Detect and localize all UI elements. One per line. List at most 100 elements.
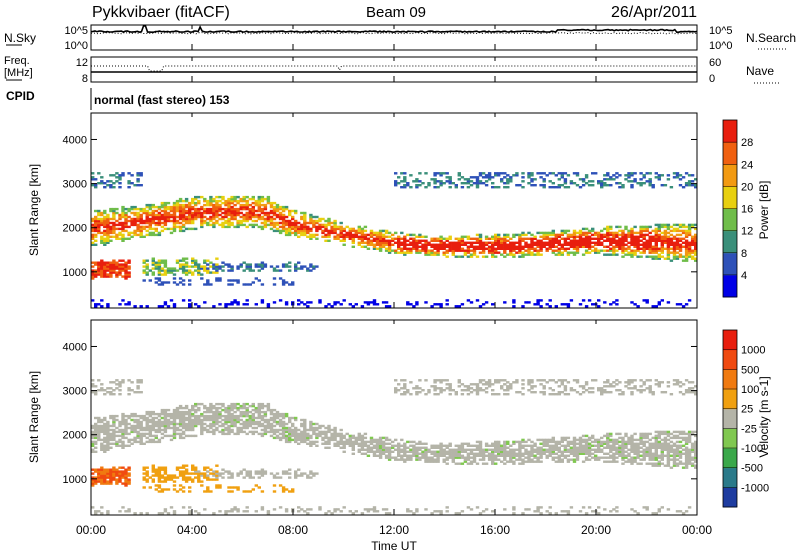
power-cell bbox=[509, 237, 513, 240]
power-cell bbox=[227, 279, 231, 282]
power-cell bbox=[178, 217, 183, 221]
power-cell bbox=[694, 223, 698, 227]
velocity-cell bbox=[369, 436, 374, 440]
velocity-cell bbox=[530, 379, 534, 382]
velocity-cell bbox=[569, 452, 574, 455]
power-cell bbox=[251, 215, 255, 219]
power-cell bbox=[427, 241, 431, 244]
power-cell bbox=[309, 213, 313, 217]
velocity-cell bbox=[172, 430, 177, 434]
power-cell bbox=[515, 172, 519, 175]
velocity-cell bbox=[106, 428, 110, 432]
velocity-cell bbox=[418, 452, 422, 455]
velocity-cell bbox=[215, 478, 219, 481]
power-cell bbox=[242, 215, 246, 219]
velocity-cell bbox=[175, 416, 180, 420]
power-cell bbox=[548, 172, 552, 175]
velocity-cell bbox=[236, 402, 240, 406]
velocity-cell bbox=[157, 426, 162, 430]
power-cell bbox=[178, 211, 183, 215]
power-cell bbox=[251, 197, 255, 201]
power-cell bbox=[418, 249, 422, 252]
power-cell bbox=[463, 251, 468, 254]
power-cell bbox=[645, 233, 649, 237]
power-cell bbox=[188, 207, 192, 211]
power-cell bbox=[124, 217, 128, 221]
power-cell bbox=[694, 245, 698, 248]
power-cell bbox=[212, 305, 216, 308]
velocity-cell bbox=[242, 410, 246, 414]
power-cell bbox=[181, 267, 186, 270]
power-cell bbox=[633, 225, 637, 229]
velocity-cell bbox=[130, 412, 134, 416]
power-cell bbox=[300, 215, 304, 219]
power-cell bbox=[533, 253, 537, 256]
velocity-cell bbox=[330, 428, 334, 432]
velocity-cell bbox=[203, 406, 207, 410]
power-cell bbox=[418, 239, 422, 242]
velocity-cell bbox=[472, 383, 477, 386]
power-cell bbox=[191, 215, 195, 219]
power-cell bbox=[478, 245, 483, 248]
power-cell bbox=[200, 221, 204, 225]
velocity-cell bbox=[478, 444, 483, 447]
power-cell bbox=[612, 245, 616, 248]
velocity-cell bbox=[109, 428, 113, 432]
power-cell bbox=[524, 241, 528, 244]
velocity-cell bbox=[506, 381, 510, 384]
power-cell bbox=[324, 229, 328, 233]
velocity-cell bbox=[106, 512, 110, 515]
power-cell bbox=[127, 267, 131, 270]
velocity-cell bbox=[203, 490, 207, 493]
power-cell bbox=[94, 178, 98, 181]
power-cell bbox=[484, 235, 489, 238]
power-cell bbox=[557, 172, 561, 175]
velocity-cell bbox=[136, 379, 140, 382]
velocity-cell bbox=[500, 446, 504, 449]
power-cell bbox=[188, 213, 192, 217]
power-cell bbox=[618, 247, 622, 250]
power-cell bbox=[115, 275, 119, 278]
power-cell bbox=[284, 233, 289, 237]
power-cell bbox=[530, 251, 534, 254]
power-cell bbox=[403, 251, 407, 254]
velocity-cell bbox=[354, 438, 358, 442]
power-cell bbox=[260, 207, 265, 211]
power-cell bbox=[536, 241, 540, 244]
velocity-cell bbox=[300, 440, 304, 444]
power-cell bbox=[215, 271, 219, 274]
velocity-cell bbox=[445, 450, 449, 453]
power-cell bbox=[690, 237, 695, 240]
velocity-cell bbox=[397, 458, 401, 461]
power-cell bbox=[166, 227, 171, 231]
velocity-cell bbox=[239, 472, 243, 475]
power-cell bbox=[300, 227, 304, 231]
power-cell bbox=[175, 283, 180, 286]
power-cell bbox=[648, 180, 652, 183]
power-cell bbox=[597, 231, 601, 235]
power-cell bbox=[197, 263, 201, 266]
velocity-cell bbox=[542, 385, 546, 388]
power-cell bbox=[415, 301, 419, 304]
velocity-cell bbox=[333, 442, 337, 445]
velocity-cell bbox=[560, 381, 564, 384]
velocity-cell bbox=[387, 512, 392, 515]
velocity-cell bbox=[403, 450, 407, 453]
power-cell bbox=[272, 229, 277, 233]
power-cell bbox=[536, 299, 540, 302]
velocity-cell bbox=[163, 416, 168, 420]
power-cell bbox=[339, 235, 343, 238]
velocity-cell bbox=[324, 440, 328, 444]
velocity-cell bbox=[560, 379, 564, 382]
power-cell bbox=[636, 231, 640, 235]
power-cell bbox=[348, 229, 352, 233]
power-cell bbox=[372, 299, 377, 302]
velocity-cell bbox=[197, 478, 201, 481]
velocity-cell bbox=[160, 476, 165, 479]
power-cell bbox=[218, 213, 222, 217]
power-cell bbox=[387, 243, 392, 246]
power-cell bbox=[254, 215, 258, 219]
velocity-cell bbox=[375, 448, 380, 451]
velocity-cell bbox=[469, 448, 474, 451]
power-cell bbox=[315, 229, 319, 233]
